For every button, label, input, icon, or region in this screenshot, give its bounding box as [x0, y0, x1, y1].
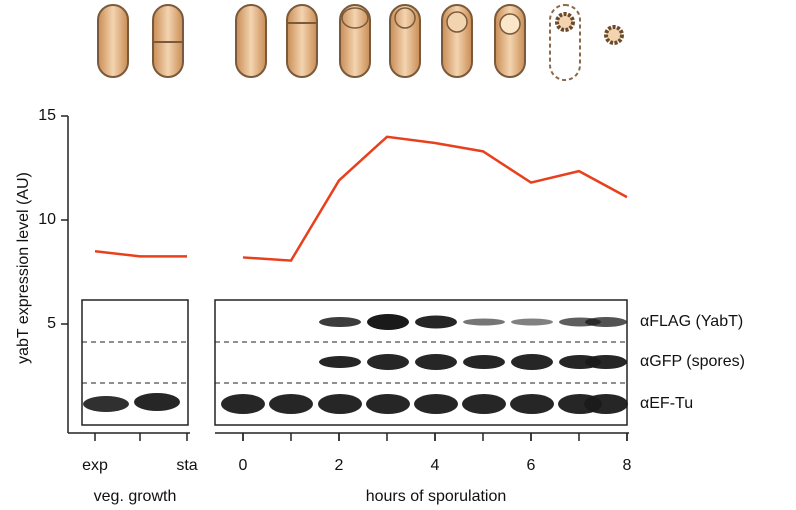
- y-axis-label: yabT expression level (AU): [15, 172, 32, 364]
- x-axis-label: hours of sporulation: [366, 488, 507, 505]
- blot-band: [367, 354, 409, 370]
- cell: [235, 4, 267, 78]
- blot-band: [584, 394, 628, 414]
- blot-band: [319, 317, 361, 327]
- x-tick-label: 4: [431, 457, 440, 474]
- blot-band: [462, 394, 506, 414]
- blot-band: [367, 314, 409, 330]
- blot-band: [415, 315, 457, 329]
- y-tick-label: 5: [47, 315, 56, 332]
- blot-band: [415, 354, 457, 370]
- forespore: [394, 7, 416, 29]
- blot-band: [510, 394, 554, 414]
- blot-band: [585, 317, 627, 327]
- blot-band: [269, 394, 313, 414]
- blot-band: [134, 393, 180, 411]
- blot-band: [511, 354, 553, 370]
- x-tick-label: sta: [176, 457, 197, 474]
- cell: [97, 4, 129, 78]
- y-tick-label: 15: [38, 107, 56, 124]
- blot-band: [463, 318, 505, 326]
- spore: [604, 25, 624, 45]
- blot-band: [221, 394, 265, 414]
- line-series: [242, 135, 628, 262]
- cell: [389, 4, 421, 78]
- forespore: [341, 7, 369, 29]
- blot-label: αGFP (spores): [640, 353, 745, 370]
- blot-band: [585, 355, 627, 369]
- x-tick-label: 8: [623, 457, 632, 474]
- cell: [286, 4, 318, 78]
- blot-band: [319, 356, 361, 368]
- blot-band: [414, 394, 458, 414]
- forespore: [499, 13, 521, 35]
- blot-label: αFLAG (YabT): [640, 313, 743, 330]
- y-tick-label: 10: [38, 211, 56, 228]
- blot-band: [511, 318, 553, 326]
- forespore: [446, 11, 468, 33]
- cell-cartoons: [97, 4, 624, 81]
- x-tick-label: 6: [527, 457, 536, 474]
- x-tick-label: exp: [82, 457, 108, 474]
- blot-band: [318, 394, 362, 414]
- x-axis-label: veg. growth: [94, 488, 177, 505]
- blot-band: [83, 396, 129, 412]
- blot-label: αEF-Tu: [640, 395, 693, 412]
- western-blots: αFLAG (YabT) αGFP (spores) αEF-Tu: [81, 299, 745, 426]
- x-tick-label: 0: [239, 457, 248, 474]
- spore: [555, 12, 575, 32]
- x-tick-label: 2: [335, 457, 344, 474]
- lysing-cell: [549, 4, 581, 81]
- blot-band: [463, 355, 505, 369]
- blot-band: [366, 394, 410, 414]
- cell: [339, 4, 371, 78]
- line-series: [94, 249, 187, 258]
